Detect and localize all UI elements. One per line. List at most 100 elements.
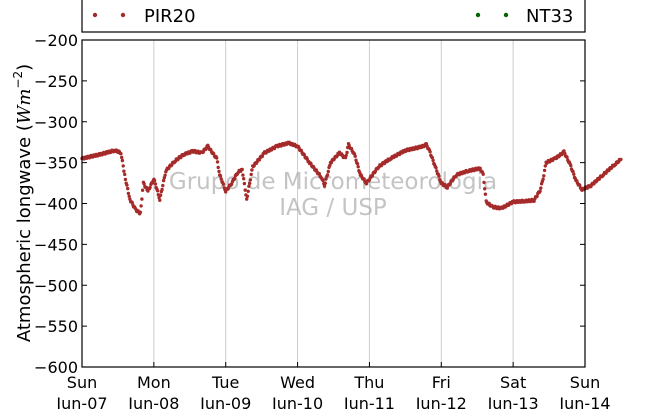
data-point (543, 164, 547, 168)
data-point (120, 155, 124, 160)
data-point (328, 163, 332, 168)
data-point (355, 162, 360, 166)
data-point (157, 196, 161, 200)
legend-marker-nt33-1 (475, 12, 481, 18)
watermark-line-2: IAG / USP (279, 195, 387, 221)
y-axis: −600 −550 −500 −450 −400 −350 −300 −250 −200 (34, 31, 585, 377)
data-point (161, 183, 165, 188)
data-point (245, 194, 250, 198)
data-point (142, 182, 146, 186)
data-point (565, 155, 569, 159)
data-point (481, 172, 485, 176)
y-tick-label: −600 (34, 358, 78, 377)
data-point (140, 197, 144, 201)
data-point (218, 174, 223, 178)
x-tick-label-day: Sun (67, 373, 97, 392)
data-point (123, 172, 127, 177)
data-point (482, 180, 486, 185)
data-point (619, 157, 623, 162)
data-point (127, 194, 131, 199)
x-tick-label-day: Fri (432, 373, 451, 392)
data-point (246, 189, 250, 193)
data-point (542, 168, 547, 173)
data-point (353, 154, 357, 158)
y-tick-label: −500 (34, 276, 78, 295)
legend-marker-nt33-2 (503, 12, 509, 18)
x-tick-label-date: Jun-10 (271, 394, 323, 409)
data-point (125, 183, 129, 187)
legend-marker-pir20-2 (120, 12, 126, 18)
data-point (356, 165, 360, 169)
data-point (322, 184, 327, 188)
data-point (215, 156, 219, 160)
legend-label-nt33: NT33 (526, 6, 573, 27)
data-point (323, 181, 327, 185)
x-tick-label-date: Jun-11 (343, 394, 395, 409)
x-tick-label-day: Wed (280, 373, 315, 392)
data-point (163, 173, 167, 177)
data-point (148, 185, 152, 190)
data-point (121, 164, 125, 168)
data-point (216, 165, 220, 170)
x-tick-label-date: Jun-07 (55, 394, 107, 409)
data-point (538, 189, 542, 193)
x-tick-label-day: Mon (137, 373, 171, 392)
legend: PIR20 NT33 (81, 0, 586, 33)
data-point (571, 169, 575, 174)
x-axis: Sun Jun-07 Mon Jun-08 Tue Jun-09 Wed Jun-10 Thu J… (55, 362, 611, 413)
data-point (119, 152, 123, 156)
data-point (478, 166, 482, 170)
y-tick-label: −350 (34, 154, 78, 173)
y-tick-label: −200 (34, 31, 78, 50)
data-point (578, 183, 582, 188)
data-point (160, 187, 164, 192)
data-point (126, 191, 131, 196)
y-axis-label-close: ) (14, 64, 35, 71)
data-point (130, 200, 134, 205)
y-axis-label-text: Atmospheric longwave ( (14, 124, 35, 342)
data-point (345, 150, 349, 155)
data-point (572, 172, 576, 176)
y-tick-label: −400 (34, 195, 78, 214)
data-point (321, 178, 325, 183)
data-point (240, 167, 244, 172)
data-point (324, 177, 328, 181)
data-point (563, 151, 567, 156)
data-point (242, 177, 246, 181)
data-point (431, 158, 435, 163)
x-tick-label-date: Jun-12 (415, 394, 467, 409)
y-axis-label-unit: Wm (14, 89, 35, 125)
data-point (541, 177, 545, 181)
x-tick-label-date: Jun-13 (487, 394, 539, 409)
data-point (483, 187, 487, 191)
data-point (326, 169, 330, 174)
data-point (215, 160, 220, 164)
y-tick-label: −300 (34, 113, 78, 132)
data-point (126, 186, 130, 191)
data-point (539, 186, 543, 190)
y-axis-label: Atmospheric longwave (Wm−2) (11, 64, 35, 342)
data-point (158, 193, 163, 197)
y-tick-label: −550 (34, 317, 78, 336)
data-points (80, 140, 623, 216)
data-point (138, 210, 143, 214)
data-point (535, 194, 539, 198)
data-point (153, 182, 158, 186)
watermark-line-1: Grupo de Micrometeorologia (169, 169, 497, 195)
data-point (242, 181, 247, 186)
data-point (158, 198, 162, 202)
legend-marker-pir20-1 (92, 12, 98, 18)
plot-background (82, 40, 585, 367)
data-point (123, 177, 128, 182)
data-point (140, 188, 145, 192)
data-point (542, 174, 546, 178)
data-point (245, 197, 249, 201)
x-tick-label-day: Tue (211, 373, 239, 392)
data-point (437, 174, 441, 178)
data-point (221, 182, 226, 186)
legend-frame (81, 0, 586, 33)
data-point (249, 172, 253, 177)
data-point (122, 169, 126, 173)
